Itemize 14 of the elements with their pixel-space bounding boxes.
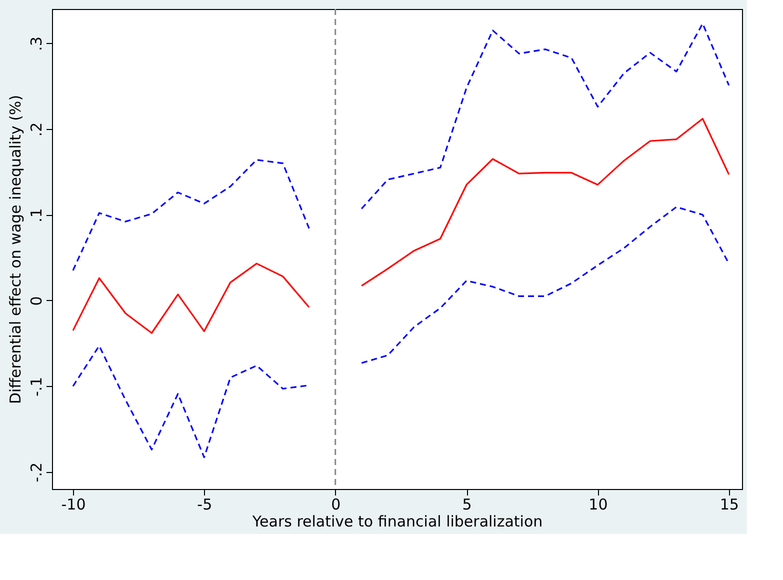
x-tick-label: 5 <box>462 496 472 514</box>
x-tick-label: 15 <box>720 496 739 514</box>
x-tick-label: 0 <box>331 496 341 514</box>
y-tick-label: .2 <box>28 122 46 137</box>
x-tick-label: 10 <box>588 496 608 514</box>
y-tick-label: .1 <box>28 208 46 222</box>
y-axis-title: Differential effect on wage inequality (%) <box>6 94 24 404</box>
x-tick-label: -10 <box>61 496 86 514</box>
y-tick-label: -.1 <box>28 376 46 397</box>
y-tick-label: -.2 <box>28 462 46 482</box>
y-tick-label: .3 <box>28 36 46 51</box>
x-axis-title: Years relative to financial liberalization <box>251 512 543 530</box>
y-tick-label: 0 <box>28 296 46 306</box>
x-tick-label: -5 <box>197 496 212 514</box>
